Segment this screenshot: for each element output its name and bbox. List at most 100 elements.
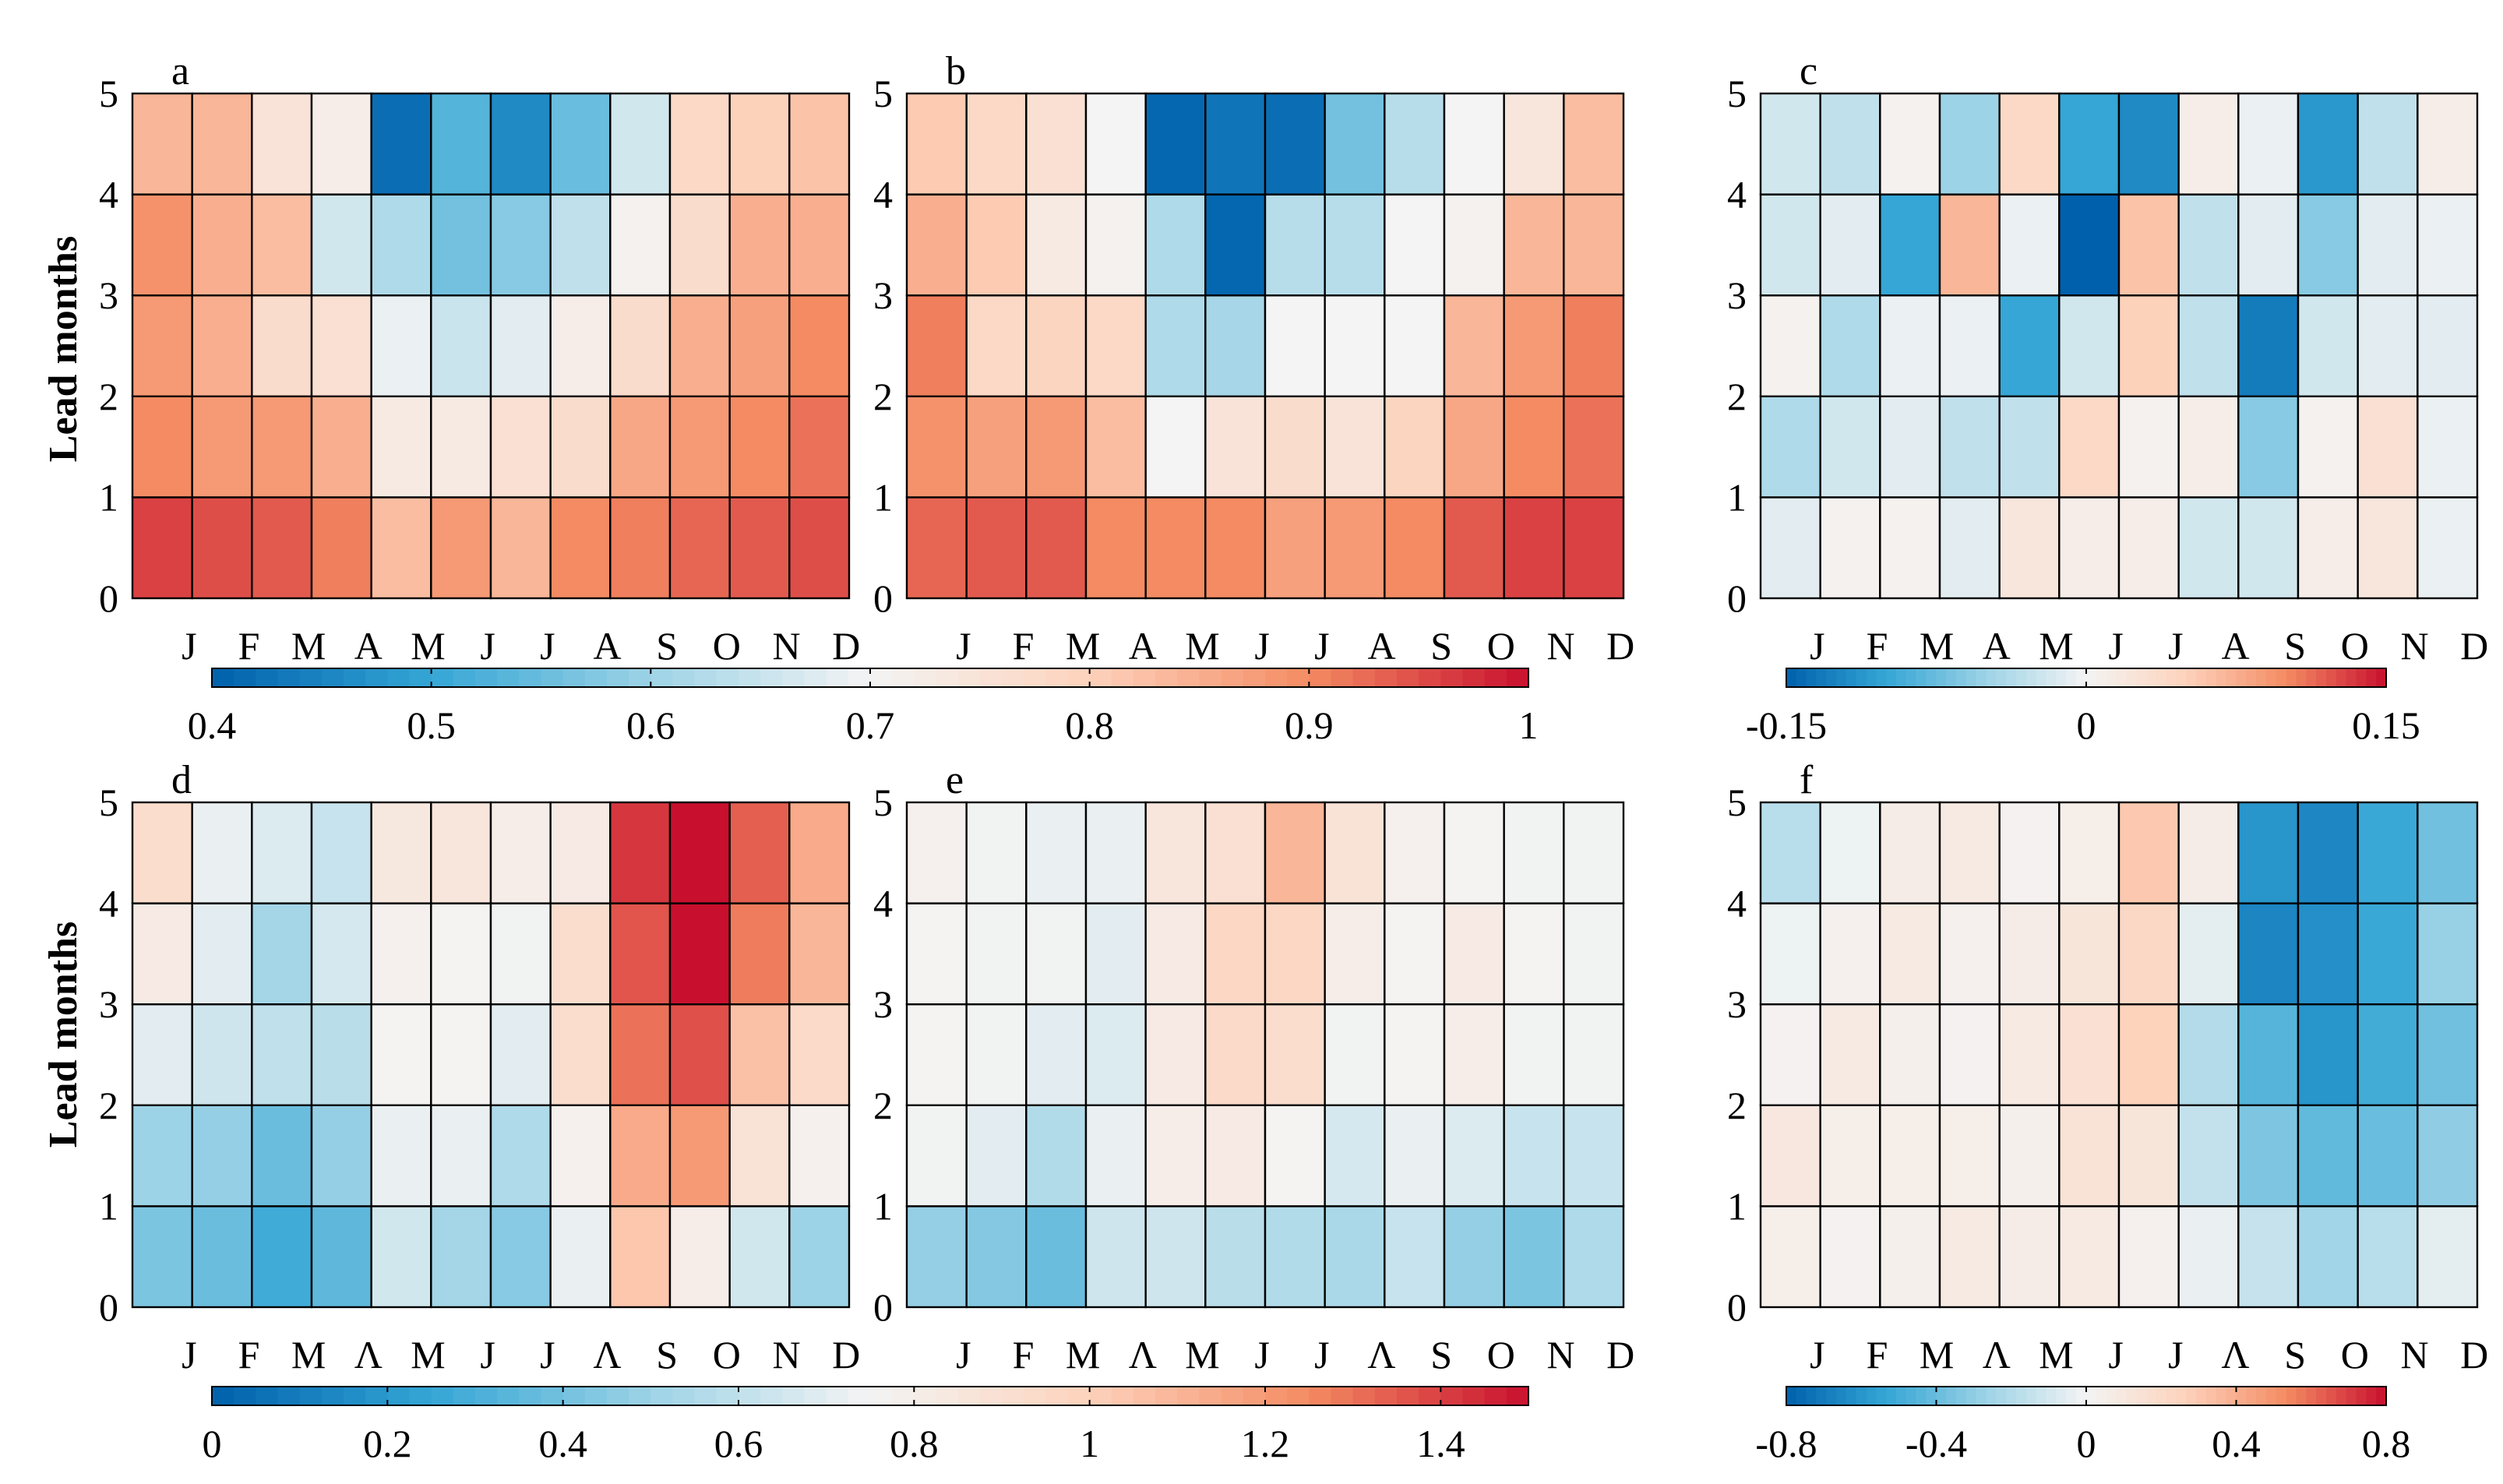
heatmap-cell [2237, 801, 2300, 904]
heatmap-cell [728, 294, 791, 398]
heatmap-cell [191, 193, 253, 297]
heatmap-cell [1204, 902, 1267, 1006]
colorbar-tick-label: 0.15 [2352, 703, 2420, 747]
heatmap-cell [1503, 801, 1565, 904]
heatmap-cell [2058, 801, 2120, 904]
heatmap-cell [1264, 496, 1326, 600]
colorbar-swatch [1067, 1387, 1091, 1405]
colorbar-cb4: -0.8 -0.4 0 0.4 0.8 [1755, 1386, 2411, 1465]
x-tick-label: F [238, 624, 260, 668]
colorbar-swatch [431, 1387, 454, 1405]
panel-label: f [1800, 758, 1814, 802]
colorbar-swatch [1484, 1387, 1507, 1405]
colorbar-swatch [1440, 668, 1464, 687]
heatmap-cell [2417, 1104, 2479, 1207]
panel-label: b [946, 49, 966, 93]
heatmap-cell [728, 496, 791, 600]
heatmap-cell [370, 1003, 432, 1106]
heatmap-cell [1503, 193, 1565, 297]
heatmap-cell [251, 1104, 313, 1207]
colorbar-swatch [672, 1387, 696, 1405]
colorbar-swatch [1045, 1387, 1069, 1405]
colorbars: 0.4 0.5 0.6 0.7 0.8 0.9 1 -0.15 0 0.150 0.2 0.4 0.6 0… [188, 668, 2420, 1465]
y-tick-label: 0 [1727, 1285, 1747, 1329]
heatmap-cell [1819, 801, 1881, 904]
heatmap-cell [191, 801, 253, 904]
colorbar-tick-label: 0.8 [2362, 1422, 2411, 1465]
colorbar-swatch [1906, 1387, 1917, 1405]
heatmap-cell [1938, 92, 2001, 196]
heatmap-cell [1264, 193, 1326, 297]
colorbar-swatch [2266, 668, 2277, 687]
heatmap-cell [1443, 1205, 1505, 1309]
heatmap-cell [1998, 193, 2061, 297]
heatmap-cell [191, 902, 253, 1006]
y-axis-title-top: Lead months [41, 236, 86, 462]
heatmap-cell [1384, 294, 1446, 398]
x-tick-label: D [1606, 624, 1634, 668]
heatmap-cell [2177, 193, 2240, 297]
colorbar-swatch [321, 668, 344, 687]
colorbar-swatch [1419, 668, 1442, 687]
x-tick-label: Λ [1367, 1333, 1395, 1376]
heatmap-cell [1324, 92, 1386, 196]
heatmap-cell [549, 1104, 612, 1207]
colorbar-swatch [2056, 1387, 2068, 1405]
heatmap-cell [489, 1205, 552, 1309]
colorbar-swatch [2356, 668, 2367, 687]
heatmap-cell [1264, 294, 1326, 398]
colorbar-swatch [1826, 668, 1837, 687]
x-tick-label: D [832, 624, 860, 668]
x-tick-label: M [1066, 624, 1100, 668]
heatmap-cell [191, 294, 253, 398]
heatmap-cell [549, 92, 612, 196]
heatmap-cell [1025, 395, 1088, 499]
heatmap-cell [131, 92, 193, 196]
heatmap-cell [905, 1104, 968, 1207]
panel-label: a [171, 49, 189, 93]
heatmap-cell [609, 92, 672, 196]
heatmap-cell [1384, 496, 1446, 600]
colorbar-swatch [1836, 668, 1847, 687]
colorbar-swatch [1002, 668, 1024, 687]
colorbar-swatch [2246, 668, 2257, 687]
heatmap-cell [1759, 1104, 1821, 1207]
heatmap-cell [965, 193, 1028, 297]
colorbar-swatch [2326, 668, 2337, 687]
heatmap-cell [1563, 294, 1625, 398]
heatmap-cell [668, 496, 731, 600]
colorbar-swatch [2096, 668, 2107, 687]
x-tick-label: A [1983, 624, 2011, 668]
heatmap-cell [1025, 496, 1088, 600]
y-tick-label: 3 [99, 982, 118, 1026]
colorbar-swatch [2116, 1387, 2128, 1405]
colorbar-swatch [1856, 668, 1867, 687]
colorbar-swatch [387, 1387, 411, 1405]
heatmap-cell [1819, 496, 1881, 600]
panel-label: c [1800, 49, 1817, 93]
x-tick-label: A [2221, 624, 2249, 668]
heatmap-cell [2237, 1003, 2300, 1106]
colorbar-swatch [2126, 1387, 2137, 1405]
y-tick-label: 1 [873, 1184, 893, 1228]
colorbar-swatch [2336, 1387, 2347, 1405]
colorbar-swatch [1419, 1387, 1442, 1405]
colorbar-swatch [409, 668, 432, 687]
heatmap-cell [370, 395, 432, 499]
colorbar-swatch [1309, 668, 1332, 687]
colorbar-swatch [1462, 668, 1486, 687]
x-tick-label: S [1430, 1333, 1452, 1376]
heatmap-cell [2357, 1104, 2419, 1207]
heatmap-cell [1324, 395, 1386, 499]
heatmap-cell [1563, 395, 1625, 499]
heatmap-cell [609, 395, 672, 499]
y-tick-label: 5 [99, 72, 118, 115]
colorbar-swatch [344, 668, 366, 687]
y-tick-label: 0 [99, 576, 118, 620]
colorbar-swatch [1177, 1387, 1200, 1405]
heatmap-cell [489, 92, 552, 196]
colorbar-swatch [1836, 1387, 1847, 1405]
